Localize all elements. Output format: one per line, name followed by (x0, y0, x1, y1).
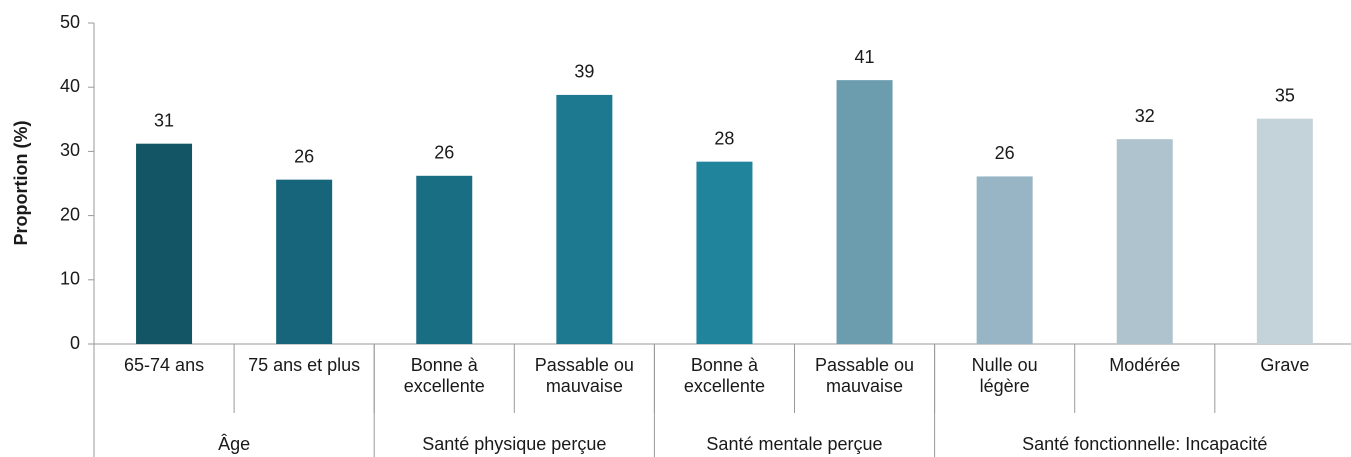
data-label: 28 (714, 128, 734, 148)
x-tick-label: 65-74 ans (124, 355, 205, 375)
group-label: Santé fonctionnelle: Incapacité (1022, 434, 1268, 454)
y-tick-label: 30 (60, 140, 80, 160)
y-axis-title: Proportion (%) (11, 121, 31, 246)
group-label: Santé mentale perçue (706, 434, 883, 454)
x-tick-label: Bonne à excellente (683, 355, 765, 396)
bar (976, 176, 1033, 344)
bar (416, 175, 473, 344)
bar (1256, 118, 1313, 345)
bar (276, 179, 333, 344)
y-tick-label: 10 (60, 269, 80, 289)
bar (696, 161, 753, 344)
data-label: 26 (434, 143, 454, 163)
data-label: 39 (574, 62, 594, 82)
y-tick-label: 40 (60, 76, 80, 96)
bar (136, 143, 193, 344)
data-label: 31 (154, 110, 174, 130)
bar (836, 80, 893, 344)
data-label: 41 (855, 47, 875, 67)
x-tick-label: Passable ou mauvaise (534, 355, 634, 396)
bar (556, 94, 613, 345)
y-tick-label: 20 (60, 204, 80, 224)
x-tick-label: Modérée (1109, 355, 1181, 375)
data-label: 32 (1135, 106, 1155, 126)
y-tick-label: 50 (60, 12, 80, 32)
data-label: 26 (294, 146, 314, 166)
x-tick-label: Passable ou mauvaise (815, 355, 915, 396)
x-tick-label: Grave (1260, 355, 1310, 375)
data-label: 26 (995, 143, 1015, 163)
y-tick-label: 0 (70, 333, 80, 353)
group-label: Santé physique perçue (422, 434, 607, 454)
data-label: 35 (1275, 85, 1295, 105)
group-label: Âge (218, 434, 251, 454)
x-tick-label: 75 ans et plus (248, 355, 361, 375)
x-tick-label: Bonne à excellente (403, 355, 485, 396)
x-tick-label: Nulle ou légère (971, 355, 1038, 396)
bar (1116, 139, 1173, 344)
